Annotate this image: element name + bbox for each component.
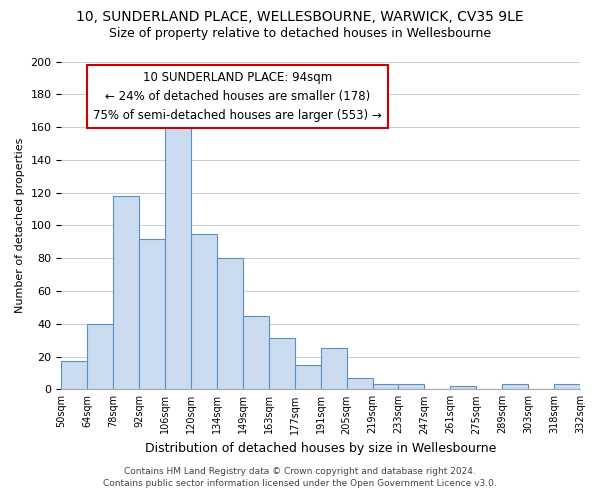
Bar xyxy=(191,234,217,390)
Text: Size of property relative to detached houses in Wellesbourne: Size of property relative to detached ho… xyxy=(109,28,491,40)
Bar xyxy=(347,378,373,390)
Bar xyxy=(373,384,398,390)
Bar xyxy=(502,384,528,390)
Text: Contains public sector information licensed under the Open Government Licence v3: Contains public sector information licen… xyxy=(103,478,497,488)
Bar xyxy=(113,196,139,390)
Bar xyxy=(88,324,113,390)
Bar xyxy=(554,384,580,390)
Bar xyxy=(165,116,191,390)
Text: Contains HM Land Registry data © Crown copyright and database right 2024.: Contains HM Land Registry data © Crown c… xyxy=(124,467,476,476)
Bar xyxy=(61,362,88,390)
Bar xyxy=(243,316,269,390)
Text: 10 SUNDERLAND PLACE: 94sqm
← 24% of detached houses are smaller (178)
75% of sem: 10 SUNDERLAND PLACE: 94sqm ← 24% of deta… xyxy=(94,72,382,122)
X-axis label: Distribution of detached houses by size in Wellesbourne: Distribution of detached houses by size … xyxy=(145,442,496,455)
Bar xyxy=(398,384,424,390)
Bar xyxy=(321,348,347,390)
Y-axis label: Number of detached properties: Number of detached properties xyxy=(15,138,25,313)
Bar xyxy=(295,364,321,390)
Bar xyxy=(139,238,165,390)
Bar xyxy=(269,338,295,390)
Text: 10, SUNDERLAND PLACE, WELLESBOURNE, WARWICK, CV35 9LE: 10, SUNDERLAND PLACE, WELLESBOURNE, WARW… xyxy=(76,10,524,24)
Bar xyxy=(217,258,243,390)
Bar xyxy=(451,386,476,390)
